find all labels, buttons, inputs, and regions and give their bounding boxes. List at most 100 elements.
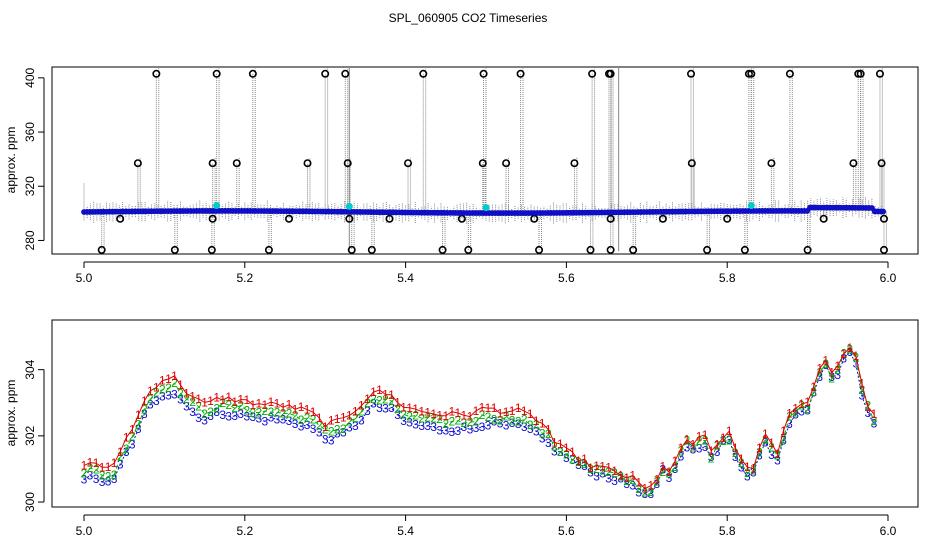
series-3-marker: 3 <box>479 420 486 434</box>
series-1-marker: 1 <box>708 444 715 458</box>
series-2-marker: 2 <box>346 415 353 429</box>
series-2-marker: 2 <box>605 465 612 479</box>
series-3-marker: 3 <box>340 425 347 439</box>
series-1-marker: 1 <box>316 411 323 425</box>
series-1-marker: 1 <box>545 422 552 436</box>
series-3-marker: 3 <box>732 450 739 464</box>
outlier-point <box>264 245 273 254</box>
series-3-marker: 3 <box>762 435 769 449</box>
outlier-point <box>152 69 161 78</box>
outlier-point <box>879 214 888 223</box>
series-2-marker: 2 <box>141 402 148 416</box>
series-3-marker: 3 <box>292 417 299 431</box>
outlier-point <box>588 69 597 78</box>
series-1-marker: 1 <box>334 412 341 426</box>
series-3-marker: 3 <box>334 427 341 441</box>
series-2-marker: 2 <box>334 423 341 437</box>
series-1-marker: 1 <box>93 456 100 470</box>
series-1-marker: 1 <box>201 395 208 409</box>
series-1-marker: 1 <box>442 409 449 423</box>
series-3-marker: 3 <box>268 410 275 424</box>
series-1-marker: 1 <box>834 359 841 373</box>
outlier-point <box>97 245 106 254</box>
outlier-point <box>767 159 776 168</box>
series-1-marker: 1 <box>412 402 419 416</box>
series-1-marker: 1 <box>702 428 709 442</box>
series-1-marker: 1 <box>346 409 353 423</box>
series-3-marker: 3 <box>527 422 534 436</box>
outlier-point <box>419 69 428 78</box>
series-1-marker: 1 <box>617 469 624 483</box>
series-3-marker: 3 <box>786 417 793 431</box>
series-2-marker: 2 <box>756 446 763 460</box>
series-2-marker: 2 <box>575 455 582 469</box>
series-2-marker: 2 <box>237 398 244 412</box>
flagged-point <box>482 204 490 212</box>
series-2-marker: 2 <box>298 413 305 427</box>
series-3-marker: 3 <box>153 394 160 408</box>
series-1-marker: 1 <box>762 427 769 441</box>
series-3-marker: 3 <box>660 462 667 476</box>
series-3-marker: 3 <box>256 411 263 425</box>
series-2-marker: 2 <box>792 405 799 419</box>
series-3-marker: 3 <box>726 433 733 447</box>
series-1-marker: 1 <box>605 460 612 474</box>
series-3-marker: 3 <box>593 469 600 483</box>
outlier-point <box>747 69 756 78</box>
series-2-marker: 2 <box>388 394 395 408</box>
series-3-marker: 3 <box>859 389 866 403</box>
series-2-marker: 2 <box>533 418 540 432</box>
series-2-marker: 2 <box>810 385 817 399</box>
series-1-marker: 1 <box>249 398 256 412</box>
series-1-marker: 1 <box>177 378 184 392</box>
series-2-marker: 2 <box>485 410 492 424</box>
series-2-marker: 2 <box>280 406 287 420</box>
series-1-marker: 1 <box>569 445 576 459</box>
outlier-point <box>606 245 615 254</box>
outlier-point <box>856 69 865 78</box>
series-3-marker: 3 <box>262 415 269 429</box>
series-1-marker: 1 <box>87 456 94 470</box>
series-2-marker: 2 <box>292 409 299 423</box>
series-2-marker: 2 <box>521 413 528 427</box>
series-3-marker: 3 <box>871 417 878 431</box>
flagged-point <box>747 202 755 210</box>
series-1-marker: 1 <box>738 452 745 466</box>
outlier-point <box>208 214 217 223</box>
outlier-point <box>367 245 376 254</box>
series-2-marker: 2 <box>412 408 419 422</box>
series-2-marker: 2 <box>768 440 775 454</box>
series-1-marker: 1 <box>358 399 365 413</box>
series-3-marker: 3 <box>436 423 443 437</box>
top-y-tick-label: 280 <box>23 230 37 250</box>
series-1-marker: 1 <box>147 384 154 398</box>
series-1-marker: 1 <box>840 347 847 361</box>
series-1-marker: 1 <box>243 393 250 407</box>
series-3-marker: 3 <box>165 388 172 402</box>
series-3-marker: 3 <box>231 409 238 423</box>
series-1-marker: 1 <box>654 473 661 487</box>
series-2-marker: 2 <box>822 357 829 371</box>
outlier-point <box>606 69 615 78</box>
series-3-marker: 3 <box>629 478 636 492</box>
outlier-point <box>606 214 615 223</box>
series-1-marker: 1 <box>509 404 516 418</box>
series-1-marker: 1 <box>430 407 437 421</box>
series-3-marker: 3 <box>521 420 528 434</box>
series-1-marker: 1 <box>262 398 269 412</box>
outlier-point <box>232 159 241 168</box>
series-2-marker: 2 <box>491 413 498 427</box>
series-3-line <box>83 351 875 495</box>
series-2-marker: 2 <box>340 422 347 436</box>
series-1-marker: 1 <box>641 482 648 496</box>
series-2-marker: 2 <box>328 424 335 438</box>
series-2-marker: 2 <box>225 398 232 412</box>
series-1-marker: 1 <box>581 452 588 466</box>
outlier-point <box>744 69 753 78</box>
series-2-marker: 2 <box>666 467 673 481</box>
series-2-marker: 2 <box>461 416 468 430</box>
series-1-marker: 1 <box>473 404 480 418</box>
series-3-marker: 3 <box>654 477 661 491</box>
series-2-marker: 2 <box>726 433 733 447</box>
series-3-marker: 3 <box>846 345 853 359</box>
